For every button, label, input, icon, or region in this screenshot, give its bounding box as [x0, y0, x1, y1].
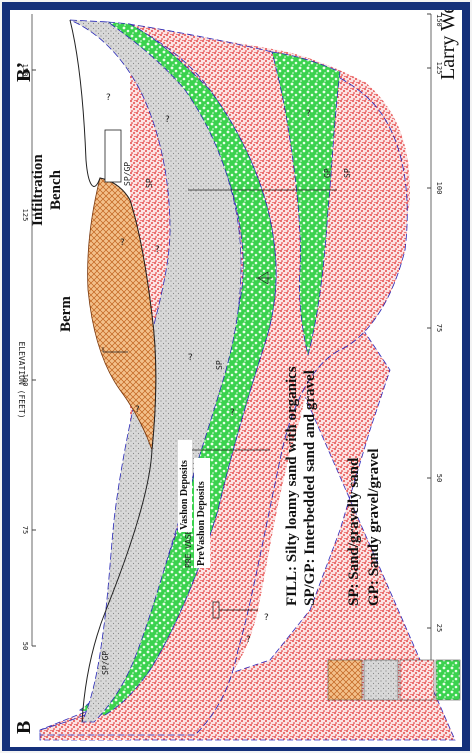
left-tick-125: 125 — [21, 209, 29, 222]
right-tick-50: 50 — [435, 474, 443, 482]
berm-label: Berm — [58, 296, 74, 332]
svg-text:?: ? — [135, 405, 140, 415]
right-tick-125: 125 — [435, 62, 443, 75]
left-axis-title: ELEVATION (FEET) — [17, 341, 26, 418]
section-end-label: B’ — [13, 62, 35, 82]
left-tick-150: 150 — [21, 64, 29, 77]
vashon-deposits-label: Vashon Deposits — [179, 460, 190, 530]
legend-swatch-gp — [435, 659, 461, 701]
prevashon-label-box — [194, 458, 210, 568]
svg-text:?: ? — [264, 613, 269, 623]
unit-label-spgp-right: SP/GP — [123, 162, 132, 186]
left-tick-100: 100 — [21, 374, 29, 387]
section-start-label: B — [13, 721, 35, 734]
svg-text:?: ? — [165, 115, 170, 125]
left-tick-75: 75 — [21, 526, 29, 534]
right-tick-150: 150 — [435, 14, 443, 27]
legend-gp-text: GP: Sandy gravel/gravel — [366, 449, 382, 607]
ground-surface — [69, 19, 157, 723]
svg-text:?: ? — [246, 635, 251, 645]
svg-text:?: ? — [306, 109, 311, 119]
right-tick-100: 100 — [435, 182, 443, 195]
svg-text:?: ? — [155, 245, 160, 255]
sand-sp-layer — [39, 27, 456, 741]
unit-label-sp-right: SP — [145, 178, 154, 188]
unit-label-gp-right: GP — [323, 168, 332, 178]
svg-text:?: ? — [230, 408, 235, 418]
infiltration-label-line2: Bench — [48, 169, 64, 210]
svg-text:?: ? — [106, 93, 111, 103]
legend-sp-text: SP: Sand/gravelly sand — [346, 457, 362, 606]
legend-spgp-text: SP/GP: Interbedded sand and gravel — [302, 370, 318, 606]
right-axis-ticks — [427, 13, 431, 629]
right-tick-75: 75 — [435, 324, 443, 332]
author-credit: Larry West — [437, 10, 459, 80]
svg-text:?: ? — [188, 353, 193, 363]
svg-text:?: ? — [120, 238, 125, 248]
legend-swatch-fill — [327, 659, 363, 701]
gravel-gp-lower — [271, 51, 341, 356]
cross-section-figure: 150 125 100 75 50 ELEVATION (FEET) 150 1… — [10, 0, 462, 747]
right-tick-25: 25 — [435, 624, 443, 632]
gravel-gp-upper — [78, 21, 277, 716]
left-tick-50: 50 — [21, 642, 29, 650]
unit-label-sp-mid: SP — [215, 360, 224, 370]
unit-label-spgp-left: SP/GP — [101, 651, 110, 675]
infiltration-label-line1: Infiltration — [30, 154, 46, 226]
prevashon-deposits-label: PreVashon Deposits — [196, 481, 207, 566]
cross-section-svg: 150 125 100 75 50 ELEVATION (FEET) 150 1… — [13, 0, 461, 741]
unit-label-sp-far: SP — [343, 168, 352, 178]
left-axis-ticks — [32, 69, 36, 647]
legend-swatch-spgp — [363, 659, 399, 701]
legend-fill-text: FILL: Silty loamy sand with organics — [284, 366, 300, 606]
infiltration-bench-box — [104, 129, 122, 183]
legend-swatch-sp — [399, 659, 435, 701]
vashon-label-box — [178, 440, 192, 532]
